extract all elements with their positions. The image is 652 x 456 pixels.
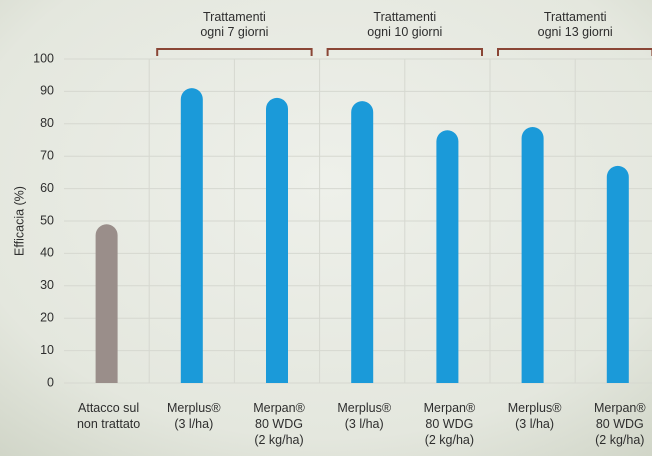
bar bbox=[266, 97, 288, 383]
y-tick-label: 80 bbox=[40, 116, 54, 130]
group-label: Trattamenti ogni 13 giorni bbox=[538, 10, 613, 39]
y-axis-title: Efficacia (%) bbox=[12, 186, 26, 256]
x-tick-label: Merpan® 80 WDG (2 kg/ha) bbox=[594, 401, 646, 447]
y-tick-label: 50 bbox=[40, 213, 54, 227]
bar bbox=[180, 88, 203, 384]
group-label: Trattamenti ogni 10 giorni bbox=[367, 10, 442, 39]
x-tick-label: Merplus® (3 l/ha) bbox=[508, 401, 562, 431]
x-tick-label: Attacco sul non trattato bbox=[77, 401, 140, 431]
y-tick-label: 90 bbox=[40, 84, 54, 98]
y-tick-label: 40 bbox=[40, 246, 54, 260]
group-bracket bbox=[156, 48, 313, 56]
x-tick-label: Merpan® 80 WDG (2 kg/ha) bbox=[253, 401, 305, 447]
x-tick-label: Merplus® (3 l/ha) bbox=[167, 401, 221, 431]
bar bbox=[95, 224, 118, 383]
x-tick-label: Merpan® 80 WDG (2 kg/ha) bbox=[424, 401, 476, 447]
y-tick-label: 70 bbox=[40, 148, 54, 162]
y-tick-label: 100 bbox=[33, 51, 54, 65]
x-tick-label: Merplus® (3 l/ha) bbox=[337, 401, 391, 431]
group-bracket bbox=[326, 48, 483, 56]
bar bbox=[436, 130, 459, 383]
group-label: Trattamenti ogni 7 giorni bbox=[200, 10, 268, 39]
group-bracket bbox=[497, 48, 652, 56]
y-tick-label: 60 bbox=[40, 181, 54, 195]
y-tick-label: 30 bbox=[40, 278, 54, 292]
bar bbox=[351, 101, 374, 384]
y-tick-label: 10 bbox=[40, 343, 54, 357]
y-tick-label: 20 bbox=[40, 310, 54, 324]
y-tick-label: 0 bbox=[47, 375, 54, 389]
bar bbox=[606, 165, 629, 383]
bar bbox=[521, 127, 544, 383]
